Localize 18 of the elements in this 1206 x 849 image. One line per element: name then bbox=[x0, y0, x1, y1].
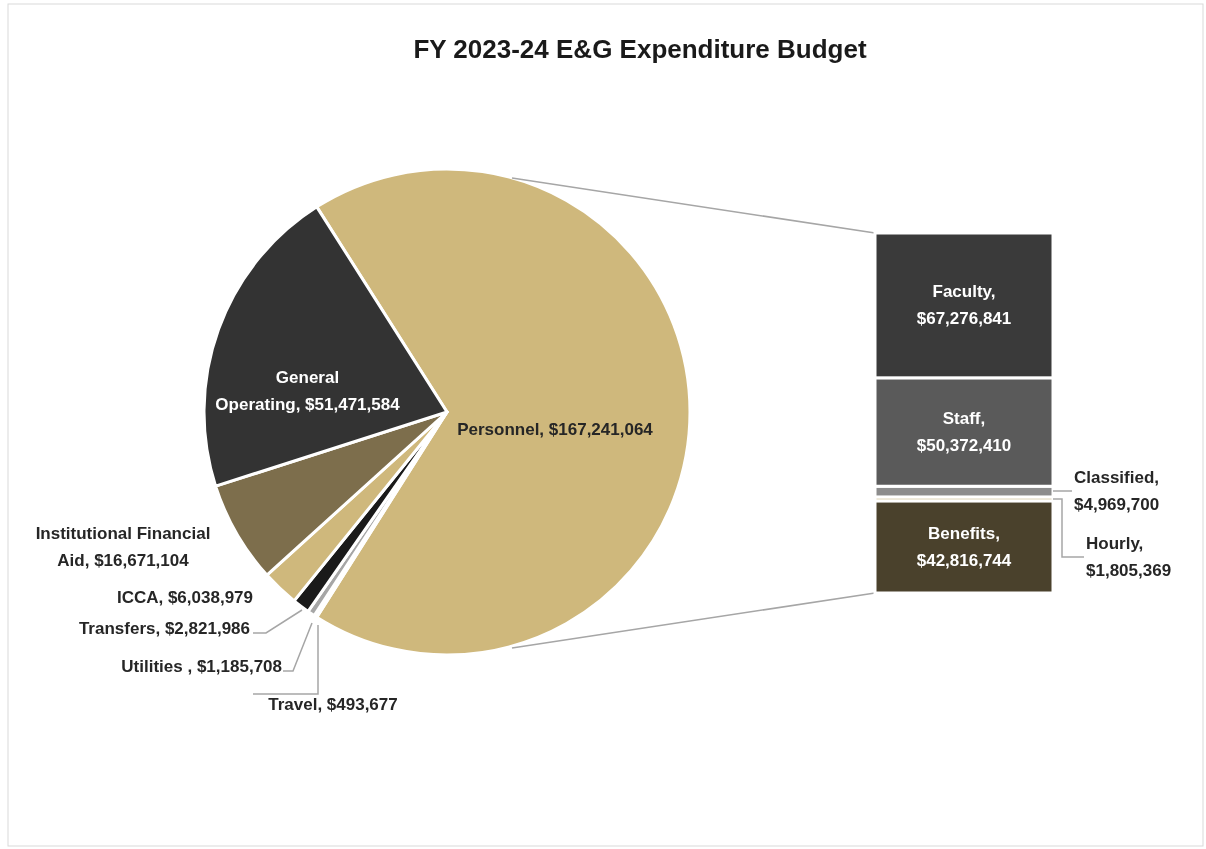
series-label: Classified, bbox=[1074, 468, 1160, 487]
data-label: $4,969,700 bbox=[1074, 495, 1160, 514]
slice-label: Transfers, $2,821,986 bbox=[77, 618, 250, 640]
chart-title: FY 2023-24 E&G Expenditure Budget bbox=[413, 34, 867, 64]
slice-label: ICCA, $6,038,979 bbox=[115, 587, 253, 609]
slice-label: Institutional Financial Aid, $16,671,104 bbox=[34, 523, 212, 572]
text: Hourly, bbox=[1086, 534, 1144, 553]
data-label: $42,816,744 bbox=[916, 550, 1012, 570]
data-label: $1,805,369 bbox=[1086, 561, 1172, 580]
data-label: $67,276,841 bbox=[916, 309, 1012, 329]
series-label: Faculty, bbox=[932, 282, 996, 302]
series-label: Staff, bbox=[942, 409, 986, 429]
slice-label: Utilities , $1,185,708 bbox=[120, 656, 282, 678]
slice-label: Personnel, $167,241,064 bbox=[456, 419, 654, 441]
slice-label: General Operating, $51,471,584 bbox=[214, 367, 401, 416]
series-label: Benefits, bbox=[928, 523, 1000, 543]
data-label: $50,372,410 bbox=[916, 436, 1012, 456]
slice-label: Travel, $493,677 bbox=[267, 694, 399, 716]
